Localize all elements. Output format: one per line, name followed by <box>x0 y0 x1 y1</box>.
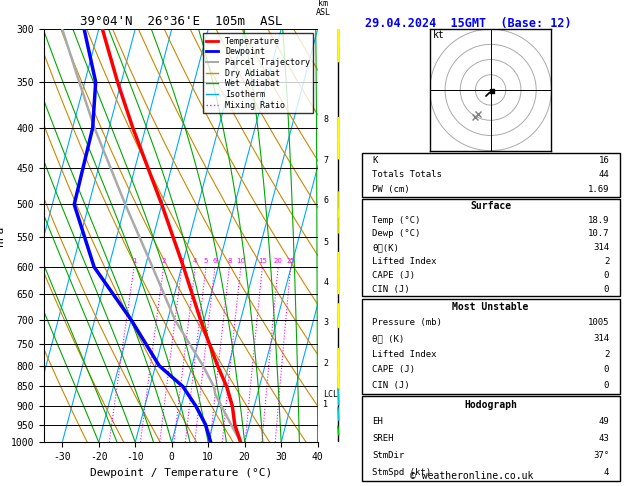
Text: Temp (°C): Temp (°C) <box>372 216 420 225</box>
Text: 29.04.2024  15GMT  (Base: 12): 29.04.2024 15GMT (Base: 12) <box>365 17 571 30</box>
Text: 3: 3 <box>180 258 184 264</box>
Text: 5: 5 <box>204 258 208 264</box>
Text: 49: 49 <box>599 417 610 426</box>
Text: 43: 43 <box>599 434 610 443</box>
Text: 2: 2 <box>604 349 610 359</box>
Text: 314: 314 <box>593 334 610 343</box>
Text: 1005: 1005 <box>587 318 610 327</box>
Text: LCL: LCL <box>323 390 338 399</box>
Text: 4: 4 <box>193 258 198 264</box>
Text: 2: 2 <box>323 359 328 368</box>
Text: 0: 0 <box>604 285 610 294</box>
Text: Pressure (mb): Pressure (mb) <box>372 318 442 327</box>
Text: Surface: Surface <box>470 201 511 211</box>
Text: 2: 2 <box>162 258 166 264</box>
Text: Hodograph: Hodograph <box>464 399 517 410</box>
Text: 16: 16 <box>599 156 610 165</box>
Text: Lifted Index: Lifted Index <box>372 349 437 359</box>
Text: 4: 4 <box>604 468 610 477</box>
Text: 7: 7 <box>323 156 328 165</box>
Text: Most Unstable: Most Unstable <box>452 302 529 312</box>
Text: CAPE (J): CAPE (J) <box>372 271 415 280</box>
Text: 10.7: 10.7 <box>587 229 610 239</box>
Text: θᴇ(K): θᴇ(K) <box>372 243 399 252</box>
Text: km
ASL: km ASL <box>316 0 331 17</box>
Text: EH: EH <box>372 417 382 426</box>
Text: 20: 20 <box>274 258 282 264</box>
Legend: Temperature, Dewpoint, Parcel Trajectory, Dry Adiabat, Wet Adiabat, Isotherm, Mi: Temperature, Dewpoint, Parcel Trajectory… <box>203 34 313 113</box>
Text: 15: 15 <box>258 258 267 264</box>
Text: 0: 0 <box>604 365 610 375</box>
Text: 6: 6 <box>323 196 328 206</box>
Text: 6: 6 <box>213 258 217 264</box>
Text: StmSpd (kt): StmSpd (kt) <box>372 468 431 477</box>
Text: CIN (J): CIN (J) <box>372 381 409 390</box>
Text: Dewp (°C): Dewp (°C) <box>372 229 420 239</box>
X-axis label: Dewpoint / Temperature (°C): Dewpoint / Temperature (°C) <box>90 468 272 478</box>
Text: K: K <box>372 156 377 165</box>
Text: 2: 2 <box>604 257 610 266</box>
Text: 0: 0 <box>604 271 610 280</box>
Text: 4: 4 <box>323 278 328 287</box>
Text: 25: 25 <box>286 258 295 264</box>
Text: Totals Totals: Totals Totals <box>372 171 442 179</box>
Text: 3: 3 <box>323 318 328 327</box>
Text: PW (cm): PW (cm) <box>372 185 409 194</box>
Text: SREH: SREH <box>372 434 394 443</box>
Text: 8: 8 <box>323 115 328 123</box>
Text: 5: 5 <box>323 238 328 246</box>
Text: 1.69: 1.69 <box>587 185 610 194</box>
Text: CIN (J): CIN (J) <box>372 285 409 294</box>
Text: 1: 1 <box>323 399 328 409</box>
Text: 0: 0 <box>604 381 610 390</box>
Text: Lifted Index: Lifted Index <box>372 257 437 266</box>
Text: kt: kt <box>433 30 445 40</box>
Text: θᴇ (K): θᴇ (K) <box>372 334 404 343</box>
Text: 8: 8 <box>227 258 231 264</box>
Text: 18.9: 18.9 <box>587 216 610 225</box>
Text: StmDir: StmDir <box>372 451 404 460</box>
Text: 44: 44 <box>599 171 610 179</box>
Text: 10: 10 <box>237 258 245 264</box>
Title: 39°04'N  26°36'E  105m  ASL: 39°04'N 26°36'E 105m ASL <box>80 15 282 28</box>
Text: 1: 1 <box>132 258 136 264</box>
Text: CAPE (J): CAPE (J) <box>372 365 415 375</box>
Text: 37°: 37° <box>593 451 610 460</box>
Text: © weatheronline.co.uk: © weatheronline.co.uk <box>410 471 533 481</box>
Text: 314: 314 <box>593 243 610 252</box>
Y-axis label: hPa: hPa <box>0 226 5 246</box>
